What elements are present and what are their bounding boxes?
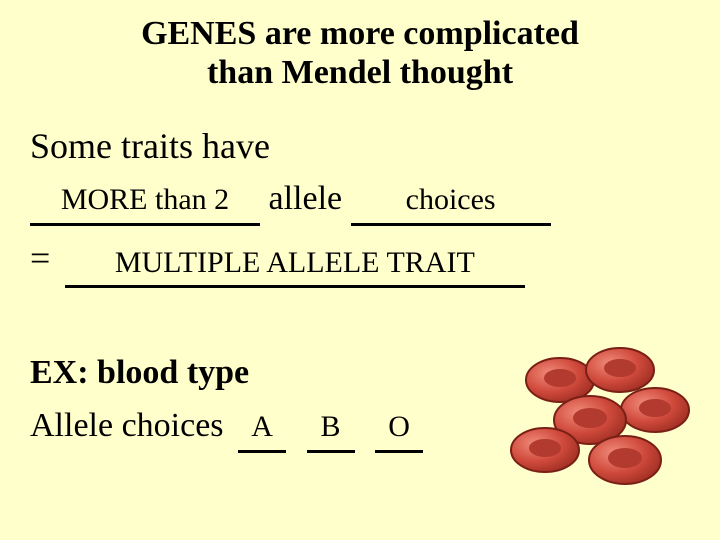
line1-text: Some traits have <box>30 126 270 166</box>
equals-sign: = <box>30 238 50 278</box>
blank-choices: choices <box>351 174 551 226</box>
line2-mid: allele <box>260 180 351 217</box>
body-line-3: = MULTIPLE ALLELE TRAIT <box>30 232 690 287</box>
blank-more-than-2-fill: MORE than 2 <box>30 178 260 222</box>
blank-allele-o: O <box>375 401 423 453</box>
blood-cells-icon <box>500 340 700 500</box>
blank-multiple-allele: MULTIPLE ALLELE TRAIT <box>65 235 525 287</box>
blank-more-than-2: MORE than 2 <box>30 174 260 226</box>
allele-o-fill: O <box>375 405 423 449</box>
allele-choices-label: Allele choices <box>30 407 232 444</box>
body-line-2: MORE than 2 allele choices <box>30 174 690 226</box>
allele-b-fill: B <box>307 405 355 449</box>
slide-title: GENES are more complicated than Mendel t… <box>0 0 720 92</box>
allele-a-fill: A <box>238 405 286 449</box>
blank-allele-a: A <box>238 401 286 453</box>
title-line-2: than Mendel thought <box>207 54 513 91</box>
title-line-1: GENES are more complicated <box>141 15 579 52</box>
blank-choices-fill: choices <box>351 178 551 222</box>
blank-allele-b: B <box>307 401 355 453</box>
body-line-1: Some traits have <box>30 120 690 172</box>
blank-multiple-allele-fill: MULTIPLE ALLELE TRAIT <box>65 241 525 285</box>
